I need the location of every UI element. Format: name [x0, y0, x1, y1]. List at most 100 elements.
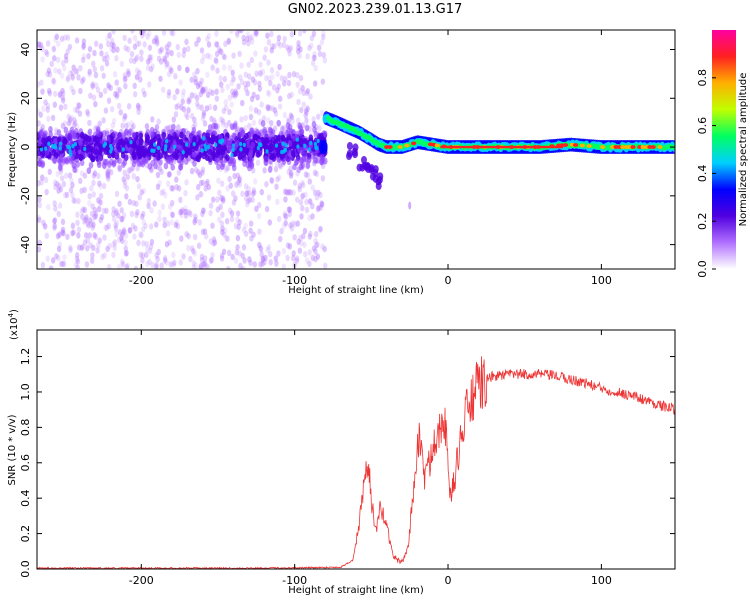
noise-speckle — [258, 244, 263, 251]
noise-speckle — [183, 189, 188, 197]
noise-band-mark — [156, 153, 161, 161]
noise-band-mark — [78, 153, 83, 161]
noise-band-mark — [197, 138, 203, 146]
noise-speckle — [37, 81, 41, 88]
noise-speckle — [47, 168, 52, 176]
noise-speckle — [192, 218, 197, 226]
noise-band-mark — [320, 156, 326, 164]
signal-peak — [630, 145, 636, 149]
noise-speckle — [41, 105, 46, 112]
noise-speckle — [140, 213, 145, 220]
noise-speckle — [225, 235, 230, 243]
noise-speckle — [80, 56, 86, 64]
noise-speckle — [198, 91, 203, 98]
noise-speckle — [233, 222, 239, 230]
colorbar-label: Normalized spectral amplitude — [738, 73, 749, 227]
noise-speckle — [310, 213, 315, 220]
noise-band-mark — [40, 160, 46, 167]
y-tick-label: -20 — [19, 187, 32, 205]
noise-speckle — [168, 66, 173, 73]
noise-speckle — [250, 33, 255, 40]
noise-speckle — [265, 89, 271, 96]
noise-speckle — [176, 51, 181, 59]
noise-speckle — [220, 86, 225, 94]
y-tick-label: 0.4 — [19, 489, 32, 507]
noise-speckle — [303, 107, 309, 115]
noise-speckle — [129, 120, 134, 127]
noise-speckle — [291, 70, 297, 78]
noise-speckle — [231, 91, 237, 98]
noise-speckle — [249, 95, 255, 103]
noise-band-mark — [244, 132, 249, 140]
noise-bright-mark — [156, 145, 161, 151]
noise-speckle — [132, 82, 137, 90]
noise-speckle — [312, 80, 318, 87]
noise-speckle — [123, 232, 129, 239]
noise-speckle — [130, 30, 135, 34]
noise-band-mark — [222, 145, 227, 153]
noise-speckle — [309, 42, 314, 49]
noise-speckle — [214, 30, 219, 37]
noise-bright-mark — [68, 149, 72, 154]
noise-speckle — [248, 227, 253, 234]
noise-speckle — [247, 196, 252, 203]
noise-speckle — [146, 202, 151, 210]
noise-speckle — [52, 200, 57, 207]
noise-speckle — [292, 179, 298, 186]
noise-speckle — [113, 222, 118, 229]
noise-speckle — [307, 178, 312, 185]
noise-speckle — [183, 212, 189, 219]
noise-speckle — [248, 259, 253, 267]
noise-speckle — [56, 210, 61, 218]
noise-speckle — [150, 63, 155, 70]
noise-speckle — [129, 210, 135, 218]
noise-speckle — [89, 210, 95, 218]
noise-bright-mark — [192, 141, 196, 147]
noise-speckle — [282, 210, 288, 217]
noise-speckle — [88, 92, 93, 99]
noise-speckle — [289, 31, 295, 38]
y-tick-label: 1.0 — [19, 383, 32, 401]
noise-speckle — [179, 235, 184, 242]
noise-speckle — [201, 88, 206, 95]
y-tick-label: 40 — [19, 43, 32, 57]
noise-speckle — [122, 228, 127, 236]
noise-speckle — [234, 30, 240, 36]
noise-speckle — [46, 115, 51, 123]
noise-band-mark — [301, 155, 307, 163]
signal-peak — [586, 144, 592, 148]
noise-speckle — [170, 211, 175, 219]
noise-speckle — [268, 259, 273, 266]
noise-speckle — [184, 179, 189, 186]
noise-speckle — [305, 105, 310, 112]
noise-speckle — [164, 43, 170, 50]
noise-band-mark — [267, 133, 272, 141]
noise-band-mark — [48, 126, 53, 133]
branch-mark — [346, 152, 353, 161]
noise-speckle — [168, 261, 173, 268]
noise-speckle — [52, 55, 57, 62]
noise-band-mark — [63, 126, 69, 134]
noise-speckle — [322, 245, 328, 252]
noise-band-mark — [243, 156, 248, 164]
noise-speckle — [291, 189, 296, 196]
noise-band-mark — [229, 123, 235, 130]
noise-speckle — [282, 212, 288, 219]
noise-speckle — [60, 94, 65, 101]
noise-speckle — [320, 175, 326, 182]
noise-speckle — [71, 229, 76, 236]
noise-band-mark — [136, 160, 142, 167]
noise-speckle — [192, 233, 198, 241]
noise-speckle — [57, 68, 62, 75]
noise-speckle — [251, 91, 256, 99]
noise-speckle — [316, 44, 322, 51]
noise-speckle — [183, 208, 188, 216]
noise-speckle — [67, 172, 73, 179]
noise-speckle — [57, 241, 63, 248]
noise-speckle — [266, 117, 271, 124]
noise-speckle — [286, 188, 292, 196]
noise-speckle — [156, 248, 161, 256]
noise-speckle — [264, 205, 270, 213]
noise-speckle — [173, 73, 178, 80]
noise-speckle — [305, 88, 311, 95]
